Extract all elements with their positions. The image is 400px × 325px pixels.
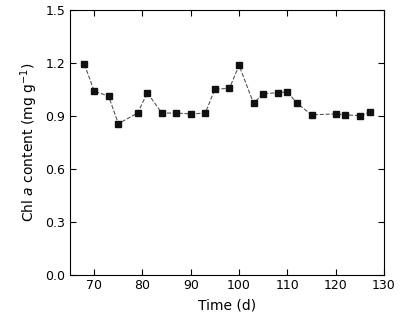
Y-axis label: Chl $a$ content (mg g$^{-1}$): Chl $a$ content (mg g$^{-1}$) <box>18 63 40 222</box>
X-axis label: Time (d): Time (d) <box>198 298 256 312</box>
